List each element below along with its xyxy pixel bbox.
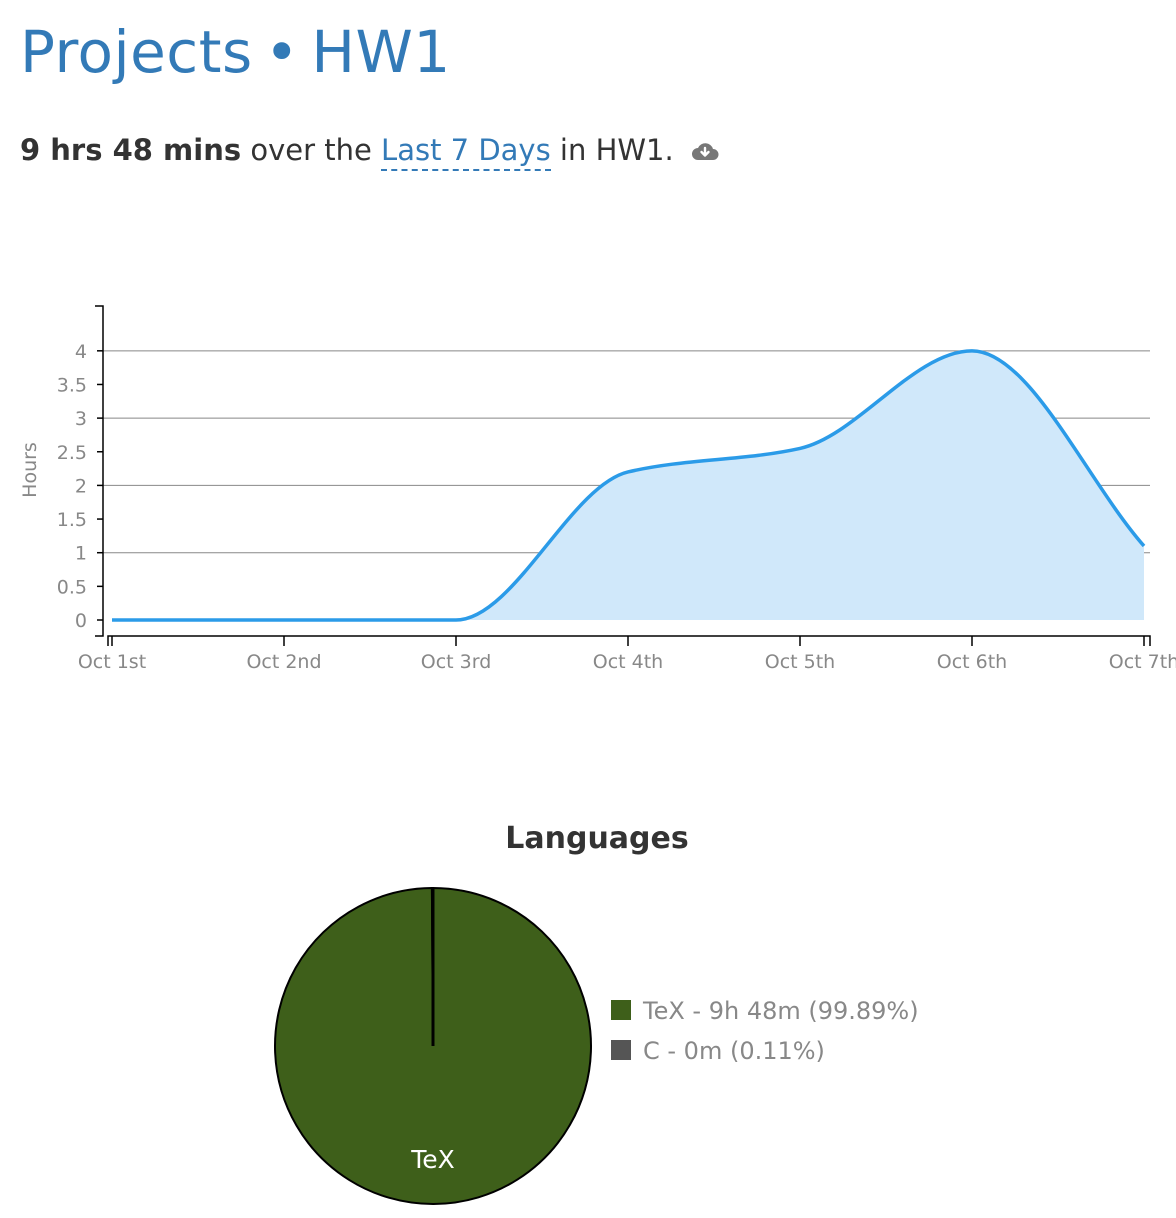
x-tick-label: Oct 7th: [1109, 651, 1176, 673]
summary-over-text: over the: [250, 133, 372, 167]
series-area: [112, 350, 1144, 620]
x-tick-label: Oct 2nd: [246, 651, 321, 673]
pie-slice-label: TeX: [410, 1145, 455, 1174]
project-name: HW1: [311, 18, 451, 86]
legend-label: TeX - 9h 48m (99.89%): [642, 997, 919, 1025]
y-tick-label: 2.5: [57, 442, 87, 464]
y-tick-label: 1: [75, 543, 87, 565]
x-axis: [107, 635, 1151, 646]
y-axis: [95, 305, 104, 637]
hours-chart: Hours 0 0.5 1 1.5 2 2.5 3 3.5 4 Oct 1st Oct 2nd Oct…: [19, 305, 1176, 673]
legend-swatch: [611, 1000, 631, 1020]
series-line: [112, 349, 1146, 622]
x-tick-label: Oct 1st: [78, 651, 146, 673]
languages-chart: Languages TeX TeX - 9h 48m (99.89%) C - 0m…: [274, 821, 919, 1205]
y-tick-label: 3.5: [57, 374, 87, 396]
y-tick-label: 2: [75, 475, 87, 497]
legend-label: C - 0m (0.11%): [643, 1037, 825, 1065]
languages-title: Languages: [505, 821, 688, 856]
y-tick-label: 3: [75, 408, 87, 430]
y-tick-label: 4: [75, 341, 87, 363]
date-range-dropdown[interactable]: Last 7 Days: [381, 133, 551, 171]
summary-in-text: in HW1.: [559, 133, 674, 167]
breadcrumb-projects-link[interactable]: Projects: [20, 18, 253, 86]
x-tick-label: Oct 3rd: [421, 651, 492, 673]
total-time: 9 hrs 48 mins: [20, 133, 242, 167]
y-tick-label: 0: [75, 610, 87, 632]
page-title: Projects • HW1: [20, 18, 451, 86]
time-summary: 9 hrs 48 mins over the Last 7 Days in HW…: [20, 133, 719, 171]
y-tick-label: 0.5: [57, 576, 87, 598]
cloud-download-icon[interactable]: [691, 135, 719, 169]
x-tick-label: Oct 5th: [765, 651, 835, 673]
breadcrumb-separator: •: [264, 18, 300, 86]
legend-swatch: [611, 1040, 631, 1060]
x-tick-label: Oct 6th: [937, 651, 1007, 673]
x-tick-label: Oct 4th: [593, 651, 663, 673]
y-axis-label: Hours: [19, 442, 41, 498]
y-tick-label: 1.5: [57, 509, 87, 531]
